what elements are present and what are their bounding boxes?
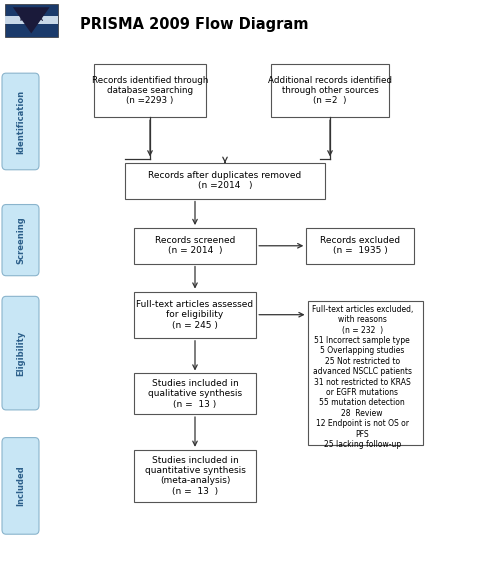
Text: Records identified through
database searching
(n =2293 ): Records identified through database sear…	[92, 76, 208, 105]
Text: Additional records identified
through other sources
(n =2  ): Additional records identified through ot…	[268, 76, 392, 105]
Bar	[308, 301, 422, 445]
FancyBboxPatch shape	[2, 205, 39, 276]
Bar	[125, 163, 325, 198]
FancyBboxPatch shape	[2, 437, 39, 534]
Text: PRISMA 2009 Flow Diagram: PRISMA 2009 Flow Diagram	[80, 17, 308, 32]
Text: Full-text articles excluded,
with reasons
(n = 232  )
51 Incorrect sample type
5: Full-text articles excluded, with reason…	[312, 305, 413, 449]
Text: Included: Included	[16, 466, 25, 506]
Text: Full-text articles assessed
for eligibility
(n = 245 ): Full-text articles assessed for eligibil…	[136, 300, 254, 329]
Text: Records after duplicates removed
(n =2014   ): Records after duplicates removed (n =201…	[148, 171, 302, 190]
FancyBboxPatch shape	[2, 297, 39, 410]
Text: Identification: Identification	[16, 89, 25, 154]
Bar	[5, 4, 58, 37]
Polygon shape	[13, 7, 50, 33]
Bar	[134, 228, 256, 263]
Bar	[94, 64, 206, 118]
Bar	[306, 228, 414, 263]
Bar	[134, 292, 256, 338]
Text: Studies included in
quantitative synthesis
(meta-analysis)
(n =  13  ): Studies included in quantitative synthes…	[144, 455, 246, 496]
Text: Records screened
(n = 2014  ): Records screened (n = 2014 )	[155, 236, 235, 255]
Text: Records excluded
(n =  1935 ): Records excluded (n = 1935 )	[320, 236, 400, 255]
Bar	[271, 64, 389, 118]
Bar	[5, 16, 58, 24]
Text: Eligibility: Eligibility	[16, 331, 25, 376]
Text: Studies included in
qualitative synthesis
(n =  13 ): Studies included in qualitative synthesi…	[148, 379, 242, 408]
FancyBboxPatch shape	[2, 73, 39, 170]
Bar	[134, 373, 256, 414]
Text: PRISMA: PRISMA	[19, 17, 44, 22]
Text: Screening: Screening	[16, 216, 25, 264]
Bar	[134, 450, 256, 502]
